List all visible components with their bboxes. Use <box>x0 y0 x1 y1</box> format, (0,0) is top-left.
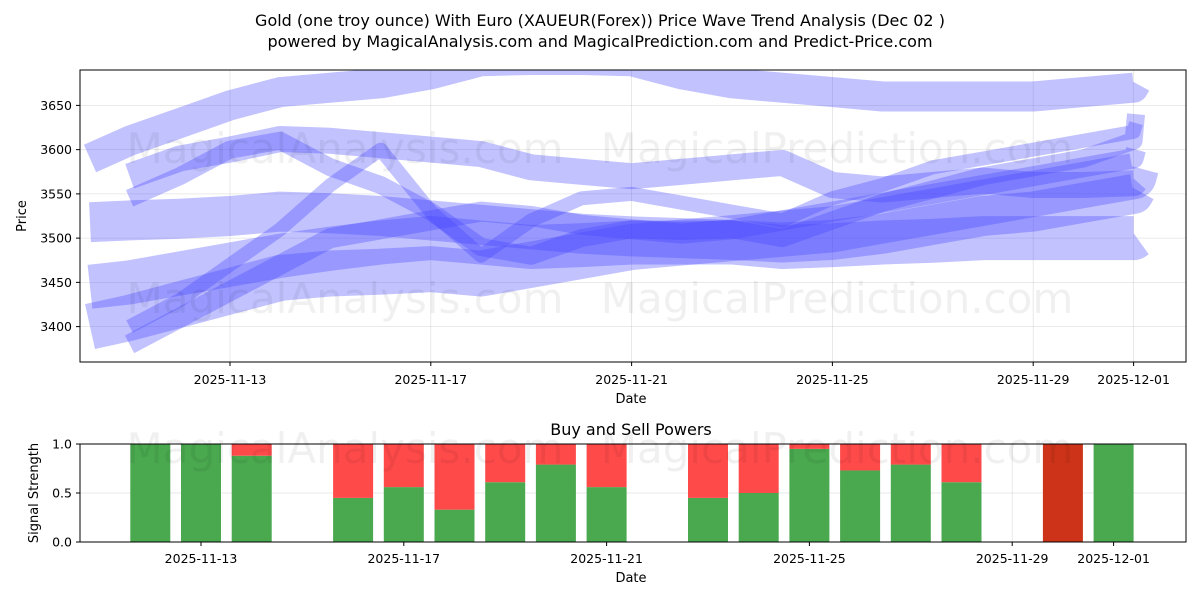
buy-bar <box>1093 444 1134 542</box>
price-x-tick-label: 2025-11-29 <box>997 372 1070 387</box>
price-panel: MagicalAnalysis.com MagicalPrediction.com… <box>15 69 1187 407</box>
price-y-axis-label: Price <box>15 200 30 232</box>
buy-bar <box>738 493 779 542</box>
watermark-text: MagicalPrediction.com <box>601 274 1074 323</box>
signal-x-tick-label: 2025-11-25 <box>773 551 846 566</box>
buy-bar <box>130 444 171 542</box>
price-y-tick-label: 3450 <box>40 275 72 290</box>
sell-bar <box>333 444 374 498</box>
sell-bar <box>434 444 475 510</box>
signal-x-tick-label: 2025-11-13 <box>165 551 238 566</box>
sell-bar <box>231 444 272 456</box>
signal-x-tick-label: 2025-12-01 <box>1077 551 1150 566</box>
buy-bar <box>333 497 374 542</box>
watermark-text: MagicalAnalysis.com <box>127 124 564 173</box>
sell-bar <box>840 444 881 471</box>
wave-band-wave-band-a <box>125 113 1145 265</box>
sell-bar <box>586 444 627 488</box>
sell-bar <box>535 444 576 465</box>
price-grid <box>80 70 1186 362</box>
wave-band-wave-mid-high <box>125 126 1147 203</box>
sell-bar <box>485 444 526 483</box>
wave-band-wave-lower <box>87 216 1156 309</box>
price-wave-bands <box>83 70 1159 354</box>
signal-x-tick-label: 2025-11-21 <box>570 551 643 566</box>
signal-y-tick-label: 1.0 <box>52 437 72 452</box>
sell-bar <box>941 444 982 483</box>
price-y-ticks: 3400 3450 3500 3550 3600 3650 <box>40 98 80 334</box>
price-x-ticks: 2025-11-13 2025-11-17 2025-11-21 2025-11-25… <box>194 362 1170 387</box>
price-y-tick-label: 3650 <box>40 98 72 113</box>
price-y-tick-label: 3600 <box>40 142 72 157</box>
price-watermarks: MagicalAnalysis.com MagicalPrediction.com… <box>127 124 1074 323</box>
watermark-text: MagicalPrediction.com <box>601 424 1074 473</box>
buy-bar <box>485 482 526 542</box>
signal-x-tick-label: 2025-11-17 <box>367 551 440 566</box>
sell-bar <box>383 444 424 488</box>
price-x-axis-label: Date <box>615 392 646 407</box>
price-x-tick-label: 2025-12-01 <box>1097 372 1170 387</box>
buy-bar <box>586 487 627 542</box>
buy-bar <box>181 444 221 542</box>
signal-bars <box>130 444 1134 542</box>
buy-bar <box>434 509 475 542</box>
buy-bar <box>231 455 272 542</box>
watermark-text: MagicalAnalysis.com <box>127 424 564 473</box>
sell-bar <box>1042 444 1083 542</box>
signal-x-tick-label: 2025-11-29 <box>976 551 1049 566</box>
price-x-tick-label: 2025-11-13 <box>194 372 267 387</box>
wave-band-wave-band-c <box>124 146 1146 354</box>
price-y-tick-label: 3550 <box>40 186 72 201</box>
buy-bar <box>383 487 424 542</box>
price-y-tick-label: 3500 <box>40 231 72 246</box>
signal-watermarks: MagicalAnalysis.com MagicalPrediction.com <box>127 424 1074 473</box>
wave-band-wave-band-b <box>126 121 1143 333</box>
watermark-text: MagicalAnalysis.com <box>127 274 564 323</box>
chart-title: Gold (one troy ounce) With Euro (XAUEUR(… <box>255 11 945 30</box>
buy-bar <box>890 464 931 542</box>
signal-x-axis-label: Date <box>615 571 646 586</box>
price-plot-frame <box>79 69 1187 363</box>
sell-bar <box>738 444 779 493</box>
price-x-tick-label: 2025-11-25 <box>796 372 869 387</box>
buy-bar <box>840 470 881 542</box>
sell-bar <box>890 444 931 465</box>
signal-title: Buy and Sell Powers <box>550 420 712 439</box>
wave-band-wave-low-rising <box>85 153 1159 350</box>
sell-bar <box>789 444 830 449</box>
price-x-tick-label: 2025-11-17 <box>394 372 467 387</box>
buy-bar <box>941 482 982 542</box>
signal-y-axis-label: Signal Strength <box>27 443 42 543</box>
price-y-tick-label: 3400 <box>40 319 72 334</box>
sell-bar <box>688 444 728 498</box>
chart-subtitle: powered by MagicalAnalysis.com and Magic… <box>267 32 932 51</box>
wave-band-wave-mid <box>89 173 1154 263</box>
watermark-text: MagicalPrediction.com <box>601 124 1074 173</box>
wave-band-wave-upper <box>83 70 1150 173</box>
signal-y-tick-label: 0.0 <box>52 535 72 550</box>
signal-y-ticks: 0.0 0.5 1.0 <box>52 437 80 550</box>
buy-bar <box>688 497 728 542</box>
signal-x-ticks: 2025-11-13 2025-11-17 2025-11-21 2025-11-25… <box>165 542 1150 566</box>
buy-bar <box>789 448 830 542</box>
signal-y-tick-label: 0.5 <box>52 486 72 501</box>
signal-panel: Buy and Sell Powers MagicalAnalysis.com M… <box>27 420 1187 586</box>
price-x-tick-label: 2025-11-21 <box>595 372 668 387</box>
price-plot-area <box>80 70 1186 362</box>
buy-bar <box>535 464 576 542</box>
